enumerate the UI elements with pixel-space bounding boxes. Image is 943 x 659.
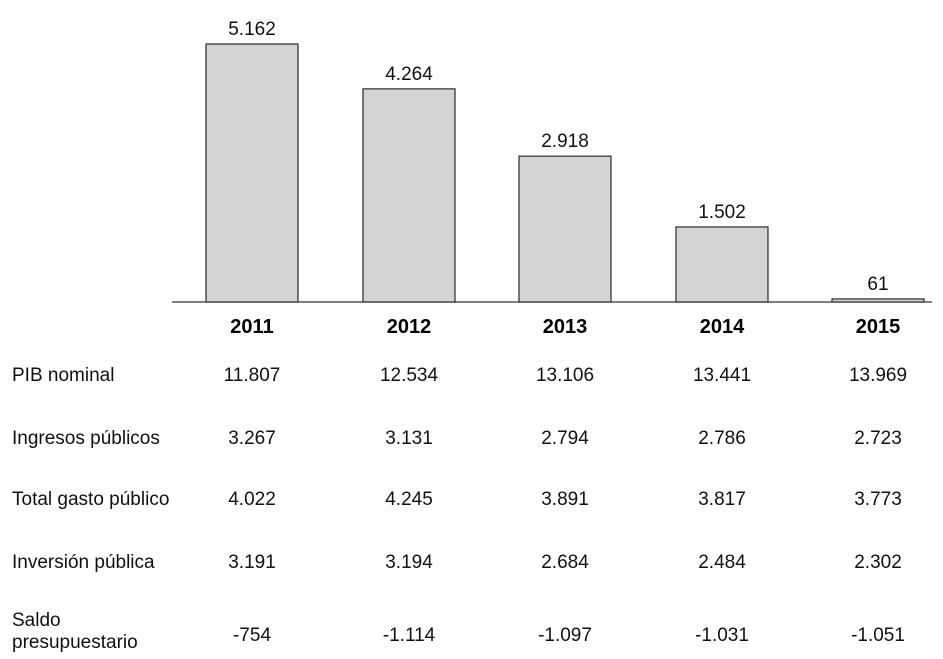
table-cell: 4.245 <box>385 489 433 510</box>
category-label-2014: 2014 <box>700 316 745 338</box>
value-label-2012: 4.264 <box>385 64 433 85</box>
bar-2015 <box>831 298 925 303</box>
bar-2013 <box>518 155 612 303</box>
table-cell: 4.022 <box>228 489 276 510</box>
value-label-2015: 61 <box>867 274 888 295</box>
table-cell: 2.723 <box>854 428 902 449</box>
category-label-2015: 2015 <box>856 316 901 338</box>
bar-2011 <box>205 43 299 303</box>
table-cell: 3.191 <box>228 552 276 573</box>
value-label-2014: 1.502 <box>698 202 746 223</box>
table-cell: 3.817 <box>698 489 746 510</box>
table-cell: -1.031 <box>695 625 749 646</box>
table-cell: 2.794 <box>541 428 589 449</box>
bar-2012 <box>362 88 456 303</box>
value-label-2013: 2.918 <box>541 131 589 152</box>
row-label: PIB nominal <box>12 365 115 386</box>
table-cell: 2.684 <box>541 552 589 573</box>
table-cell: 3.194 <box>385 552 433 573</box>
category-label-2013: 2013 <box>543 316 588 338</box>
category-label-2012: 2012 <box>387 316 432 338</box>
bar-2014 <box>675 226 769 303</box>
row-label: Inversión pública <box>12 552 155 573</box>
table-cell: 2.786 <box>698 428 746 449</box>
table-cell: -1.051 <box>851 625 905 646</box>
table-cell: 3.773 <box>854 489 902 510</box>
row-label: Ingresos públicos <box>12 428 160 449</box>
table-cell: 13.106 <box>535 365 595 386</box>
table-cell: -754 <box>232 625 272 646</box>
table-cell: 11.807 <box>223 365 281 386</box>
table-cell: 2.484 <box>698 552 746 573</box>
table-cell: 13.441 <box>692 365 752 386</box>
table-cell: 3.131 <box>385 428 433 449</box>
table-cell: -1.097 <box>538 625 592 646</box>
table-cell: 12.534 <box>379 365 439 386</box>
table-cell: -1.114 <box>382 625 436 646</box>
row-label: Saldo presupuestario <box>12 610 138 653</box>
bar-chart: 5.162 2011 4.264 2012 2.918 2013 1.502 2014 61 20… <box>172 19 932 338</box>
table-cell: 13.969 <box>848 365 908 386</box>
value-label-2011: 5.162 <box>228 19 276 40</box>
category-label-2011: 2011 <box>230 316 273 338</box>
table-cell: 3.891 <box>541 489 589 510</box>
table-cell: 2.302 <box>854 552 902 573</box>
table-cell: 3.267 <box>228 428 276 449</box>
row-label: Total gasto público <box>12 489 170 510</box>
